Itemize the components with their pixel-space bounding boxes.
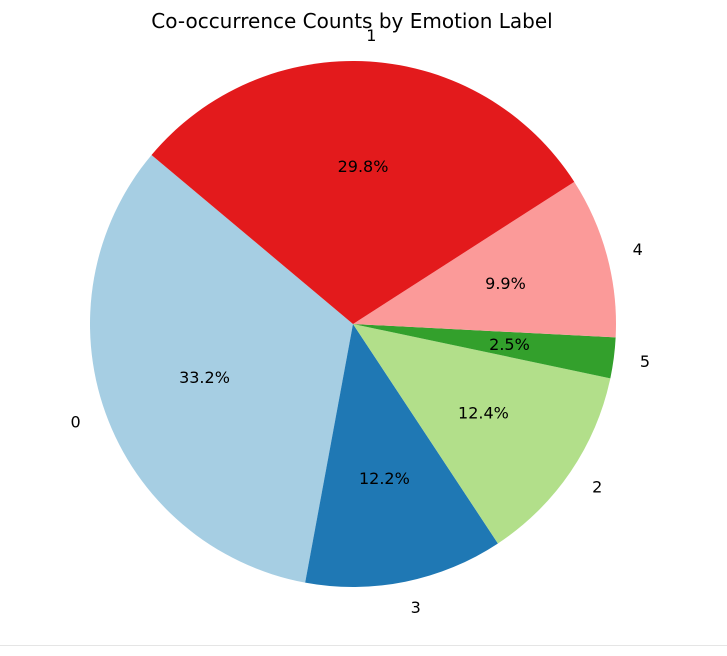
- pie-slice-4: [353, 181, 616, 338]
- bottom-divider: [0, 645, 727, 646]
- chart-title: Co-occurrence Counts by Emotion Label: [151, 9, 552, 33]
- percent-labels: 33.2% 12.2% 12.4% 2.5% 9.9% 29.8%: [179, 157, 530, 488]
- percent-label-4: 9.9%: [485, 274, 526, 293]
- slice-label-2: 2: [592, 477, 602, 496]
- slice-label-4: 4: [633, 240, 643, 259]
- percent-label-1: 29.8%: [338, 157, 389, 176]
- percent-label-2: 12.4%: [458, 403, 509, 422]
- slice-label-3: 3: [411, 598, 421, 617]
- pie-slices: [90, 60, 616, 587]
- slice-label-1: 1: [366, 26, 376, 45]
- pie-slice-3: [305, 324, 498, 587]
- percent-label-3: 12.2%: [359, 469, 410, 488]
- pie-slice-5: [353, 324, 616, 379]
- percent-label-0: 33.2%: [179, 368, 230, 387]
- slice-labels: 0 3 2 5 4 1: [71, 26, 651, 617]
- slice-label-0: 0: [71, 412, 81, 431]
- percent-label-5: 2.5%: [489, 335, 530, 354]
- slice-label-5: 5: [640, 352, 650, 371]
- pie-slice-2: [353, 324, 611, 544]
- pie-slice-1: [151, 60, 575, 325]
- pie-slice-0: [90, 154, 353, 583]
